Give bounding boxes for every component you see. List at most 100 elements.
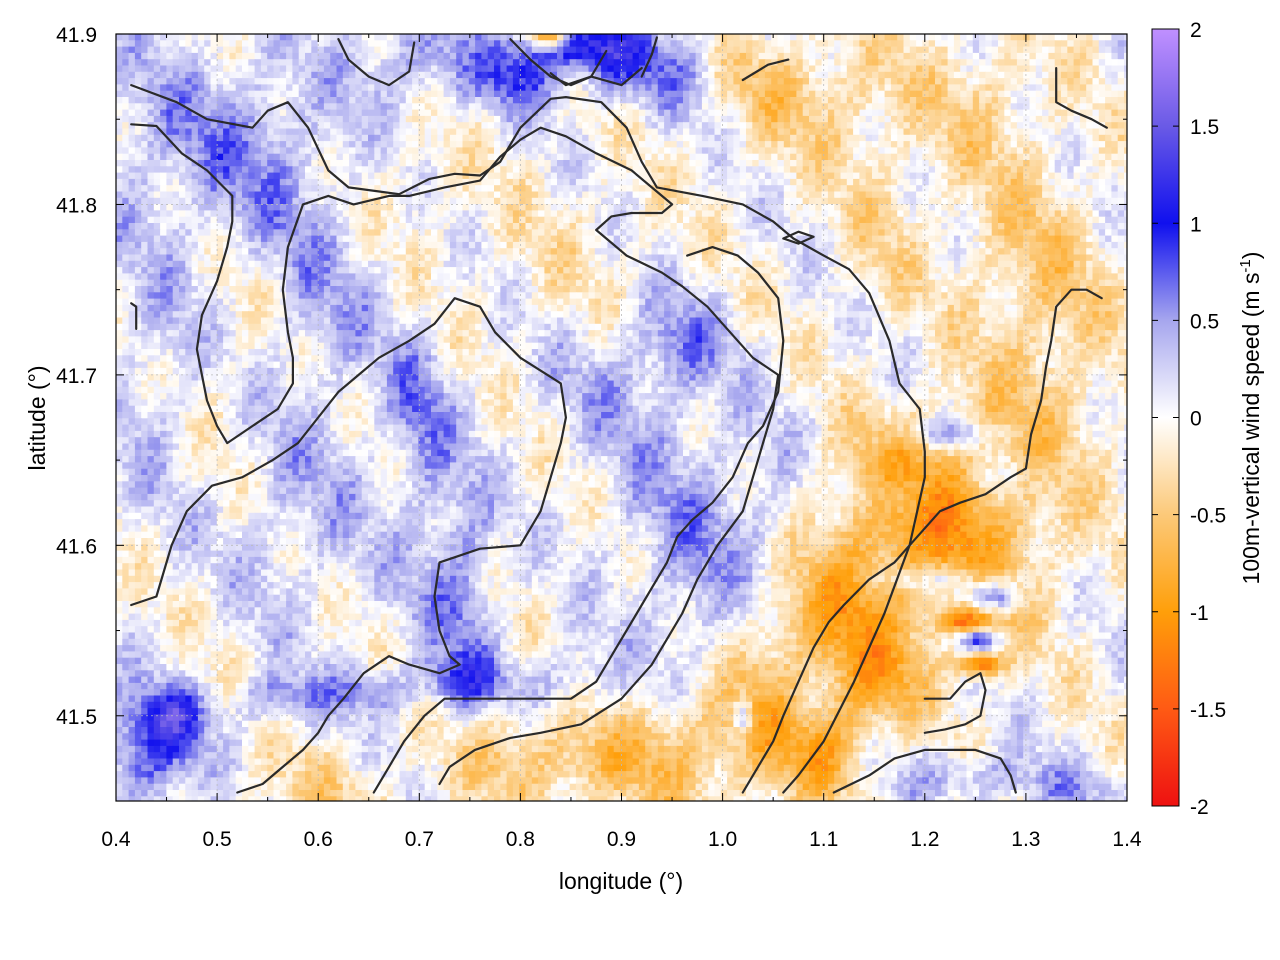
heatmap-cell bbox=[204, 147, 211, 154]
heatmap-cell bbox=[916, 160, 923, 167]
heatmap-cell bbox=[589, 173, 596, 180]
heatmap-cell bbox=[929, 223, 936, 230]
heatmap-cell bbox=[815, 210, 822, 217]
heatmap-cell bbox=[557, 122, 564, 129]
heatmap-cell bbox=[349, 166, 356, 173]
heatmap-cell bbox=[601, 160, 608, 167]
heatmap-cell bbox=[683, 160, 690, 167]
heatmap-cell bbox=[463, 34, 470, 41]
heatmap-cell bbox=[885, 110, 892, 117]
heatmap-cell bbox=[664, 173, 671, 180]
heatmap-cell bbox=[1004, 192, 1011, 199]
heatmap-cell bbox=[708, 166, 715, 173]
heatmap-cell bbox=[286, 198, 293, 205]
heatmap-cell bbox=[318, 59, 325, 66]
heatmap-cell bbox=[500, 217, 507, 224]
heatmap-cell bbox=[847, 47, 854, 54]
heatmap-cell bbox=[878, 141, 885, 148]
heatmap-cell bbox=[400, 53, 407, 60]
heatmap-cell bbox=[759, 116, 766, 123]
heatmap-cell bbox=[362, 141, 369, 148]
heatmap-cell bbox=[204, 185, 211, 192]
heatmap-cell bbox=[992, 198, 999, 205]
heatmap-cell bbox=[822, 166, 829, 173]
heatmap-cell bbox=[129, 217, 136, 224]
heatmap-cell bbox=[1074, 72, 1081, 79]
heatmap-cell bbox=[979, 34, 986, 41]
heatmap-cell bbox=[1099, 179, 1106, 186]
heatmap-cell bbox=[122, 147, 129, 154]
heatmap-cell bbox=[1118, 78, 1125, 85]
heatmap-cell bbox=[551, 53, 558, 60]
heatmap-cell bbox=[393, 91, 400, 98]
heatmap-cell bbox=[702, 84, 709, 91]
heatmap-cell bbox=[589, 204, 596, 211]
heatmap-cell bbox=[173, 192, 180, 199]
heatmap-cell bbox=[444, 40, 451, 47]
heatmap-cell bbox=[1099, 84, 1106, 91]
heatmap-cell bbox=[267, 122, 274, 129]
heatmap-cell bbox=[544, 59, 551, 66]
heatmap-cell bbox=[185, 129, 192, 136]
heatmap-cell bbox=[853, 122, 860, 129]
heatmap-cell bbox=[116, 185, 123, 192]
heatmap-cell bbox=[463, 47, 470, 54]
heatmap-cell bbox=[229, 141, 236, 148]
heatmap-cell bbox=[349, 160, 356, 167]
heatmap-cell bbox=[815, 147, 822, 154]
heatmap-cell bbox=[198, 179, 205, 186]
heatmap-cell bbox=[822, 129, 829, 136]
heatmap-cell bbox=[1093, 91, 1100, 98]
heatmap-cell bbox=[721, 210, 728, 217]
heatmap-cell bbox=[463, 91, 470, 98]
heatmap-cell bbox=[822, 185, 829, 192]
heatmap-cell bbox=[759, 192, 766, 199]
heatmap-cell bbox=[280, 91, 287, 98]
heatmap-cell bbox=[166, 59, 173, 66]
heatmap-cell bbox=[563, 59, 570, 66]
heatmap-cell bbox=[532, 53, 539, 60]
heatmap-cell bbox=[570, 179, 577, 186]
heatmap-cell bbox=[368, 223, 375, 230]
heatmap-cell bbox=[563, 141, 570, 148]
heatmap-cell bbox=[626, 66, 633, 73]
heatmap-cell bbox=[960, 103, 967, 110]
heatmap-cell bbox=[727, 47, 734, 54]
heatmap-cell bbox=[853, 192, 860, 199]
heatmap-cell bbox=[1042, 198, 1049, 205]
heatmap-cell bbox=[185, 78, 192, 85]
heatmap-cell bbox=[406, 217, 413, 224]
heatmap-cell bbox=[1048, 217, 1055, 224]
heatmap-cell bbox=[752, 173, 759, 180]
heatmap-cell bbox=[1030, 72, 1037, 79]
heatmap-cell bbox=[652, 116, 659, 123]
heatmap-cell bbox=[349, 34, 356, 41]
heatmap-cell bbox=[148, 166, 155, 173]
heatmap-cell bbox=[544, 116, 551, 123]
heatmap-cell bbox=[929, 72, 936, 79]
heatmap-cell bbox=[696, 154, 703, 161]
heatmap-cell bbox=[948, 192, 955, 199]
heatmap-cell bbox=[935, 91, 942, 98]
heatmap-cell bbox=[853, 59, 860, 66]
heatmap-cell bbox=[154, 229, 161, 236]
heatmap-cell bbox=[891, 91, 898, 98]
heatmap-cell bbox=[897, 154, 904, 161]
heatmap-cell bbox=[652, 59, 659, 66]
heatmap-cell bbox=[488, 91, 495, 98]
heatmap-cell bbox=[292, 59, 299, 66]
heatmap-cell bbox=[248, 129, 255, 136]
heatmap-cell bbox=[456, 40, 463, 47]
heatmap-cell bbox=[1086, 40, 1093, 47]
heatmap-cell bbox=[1055, 185, 1062, 192]
heatmap-cell bbox=[513, 84, 520, 91]
heatmap-cell bbox=[223, 129, 230, 136]
heatmap-cell bbox=[481, 47, 488, 54]
heatmap-cell bbox=[948, 160, 955, 167]
heatmap-cell bbox=[154, 66, 161, 73]
heatmap-cell bbox=[967, 116, 974, 123]
heatmap-cell bbox=[116, 179, 123, 186]
heatmap-cell bbox=[406, 135, 413, 142]
heatmap-cell bbox=[1036, 198, 1043, 205]
heatmap-cell bbox=[689, 78, 696, 85]
